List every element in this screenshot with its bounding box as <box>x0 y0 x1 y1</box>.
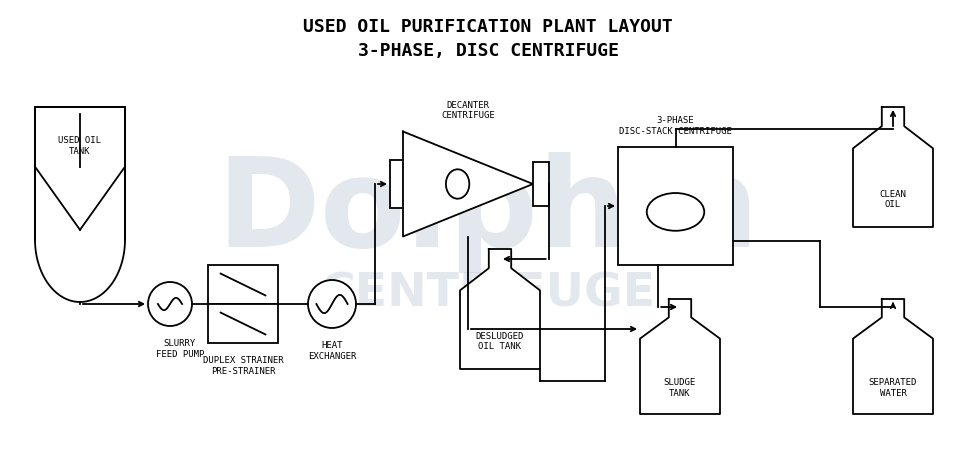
Circle shape <box>148 282 192 326</box>
Text: SLURRY
FEED PUMP: SLURRY FEED PUMP <box>156 339 204 358</box>
Text: SLUDGE
TANK: SLUDGE TANK <box>664 377 696 397</box>
Bar <box>390 161 403 208</box>
Text: DESLUDGED
OIL TANK: DESLUDGED OIL TANK <box>476 331 524 351</box>
Text: HEAT
EXCHANGER: HEAT EXCHANGER <box>307 341 356 360</box>
Text: USED OIL PURIFICATION PLANT LAYOUT: USED OIL PURIFICATION PLANT LAYOUT <box>304 18 672 36</box>
Bar <box>208 304 278 343</box>
Bar <box>208 265 278 304</box>
Text: CLEAN
OIL: CLEAN OIL <box>879 190 907 209</box>
Circle shape <box>308 281 356 328</box>
Bar <box>35 108 125 240</box>
Polygon shape <box>640 299 720 414</box>
Polygon shape <box>460 249 540 369</box>
Text: 3-PHASE
DISC-STACK CENTRIFUGE: 3-PHASE DISC-STACK CENTRIFUGE <box>619 116 732 135</box>
Text: DECANTER
CENTRIFUGE: DECANTER CENTRIFUGE <box>441 101 495 120</box>
Polygon shape <box>403 132 533 237</box>
Bar <box>533 163 549 207</box>
Bar <box>618 147 733 265</box>
Text: CENTRIFUGE: CENTRIFUGE <box>320 271 656 316</box>
Polygon shape <box>853 108 933 227</box>
Text: 3-PHASE, DISC CENTRIFUGE: 3-PHASE, DISC CENTRIFUGE <box>357 42 619 60</box>
Text: USED OIL
TANK: USED OIL TANK <box>59 136 102 155</box>
Text: Dolphin: Dolphin <box>217 152 759 272</box>
Polygon shape <box>35 240 125 302</box>
Text: SEPARATED
WATER: SEPARATED WATER <box>869 377 917 397</box>
Polygon shape <box>853 299 933 414</box>
Text: DUPLEX STRAINER
PRE-STRAINER: DUPLEX STRAINER PRE-STRAINER <box>203 355 283 375</box>
